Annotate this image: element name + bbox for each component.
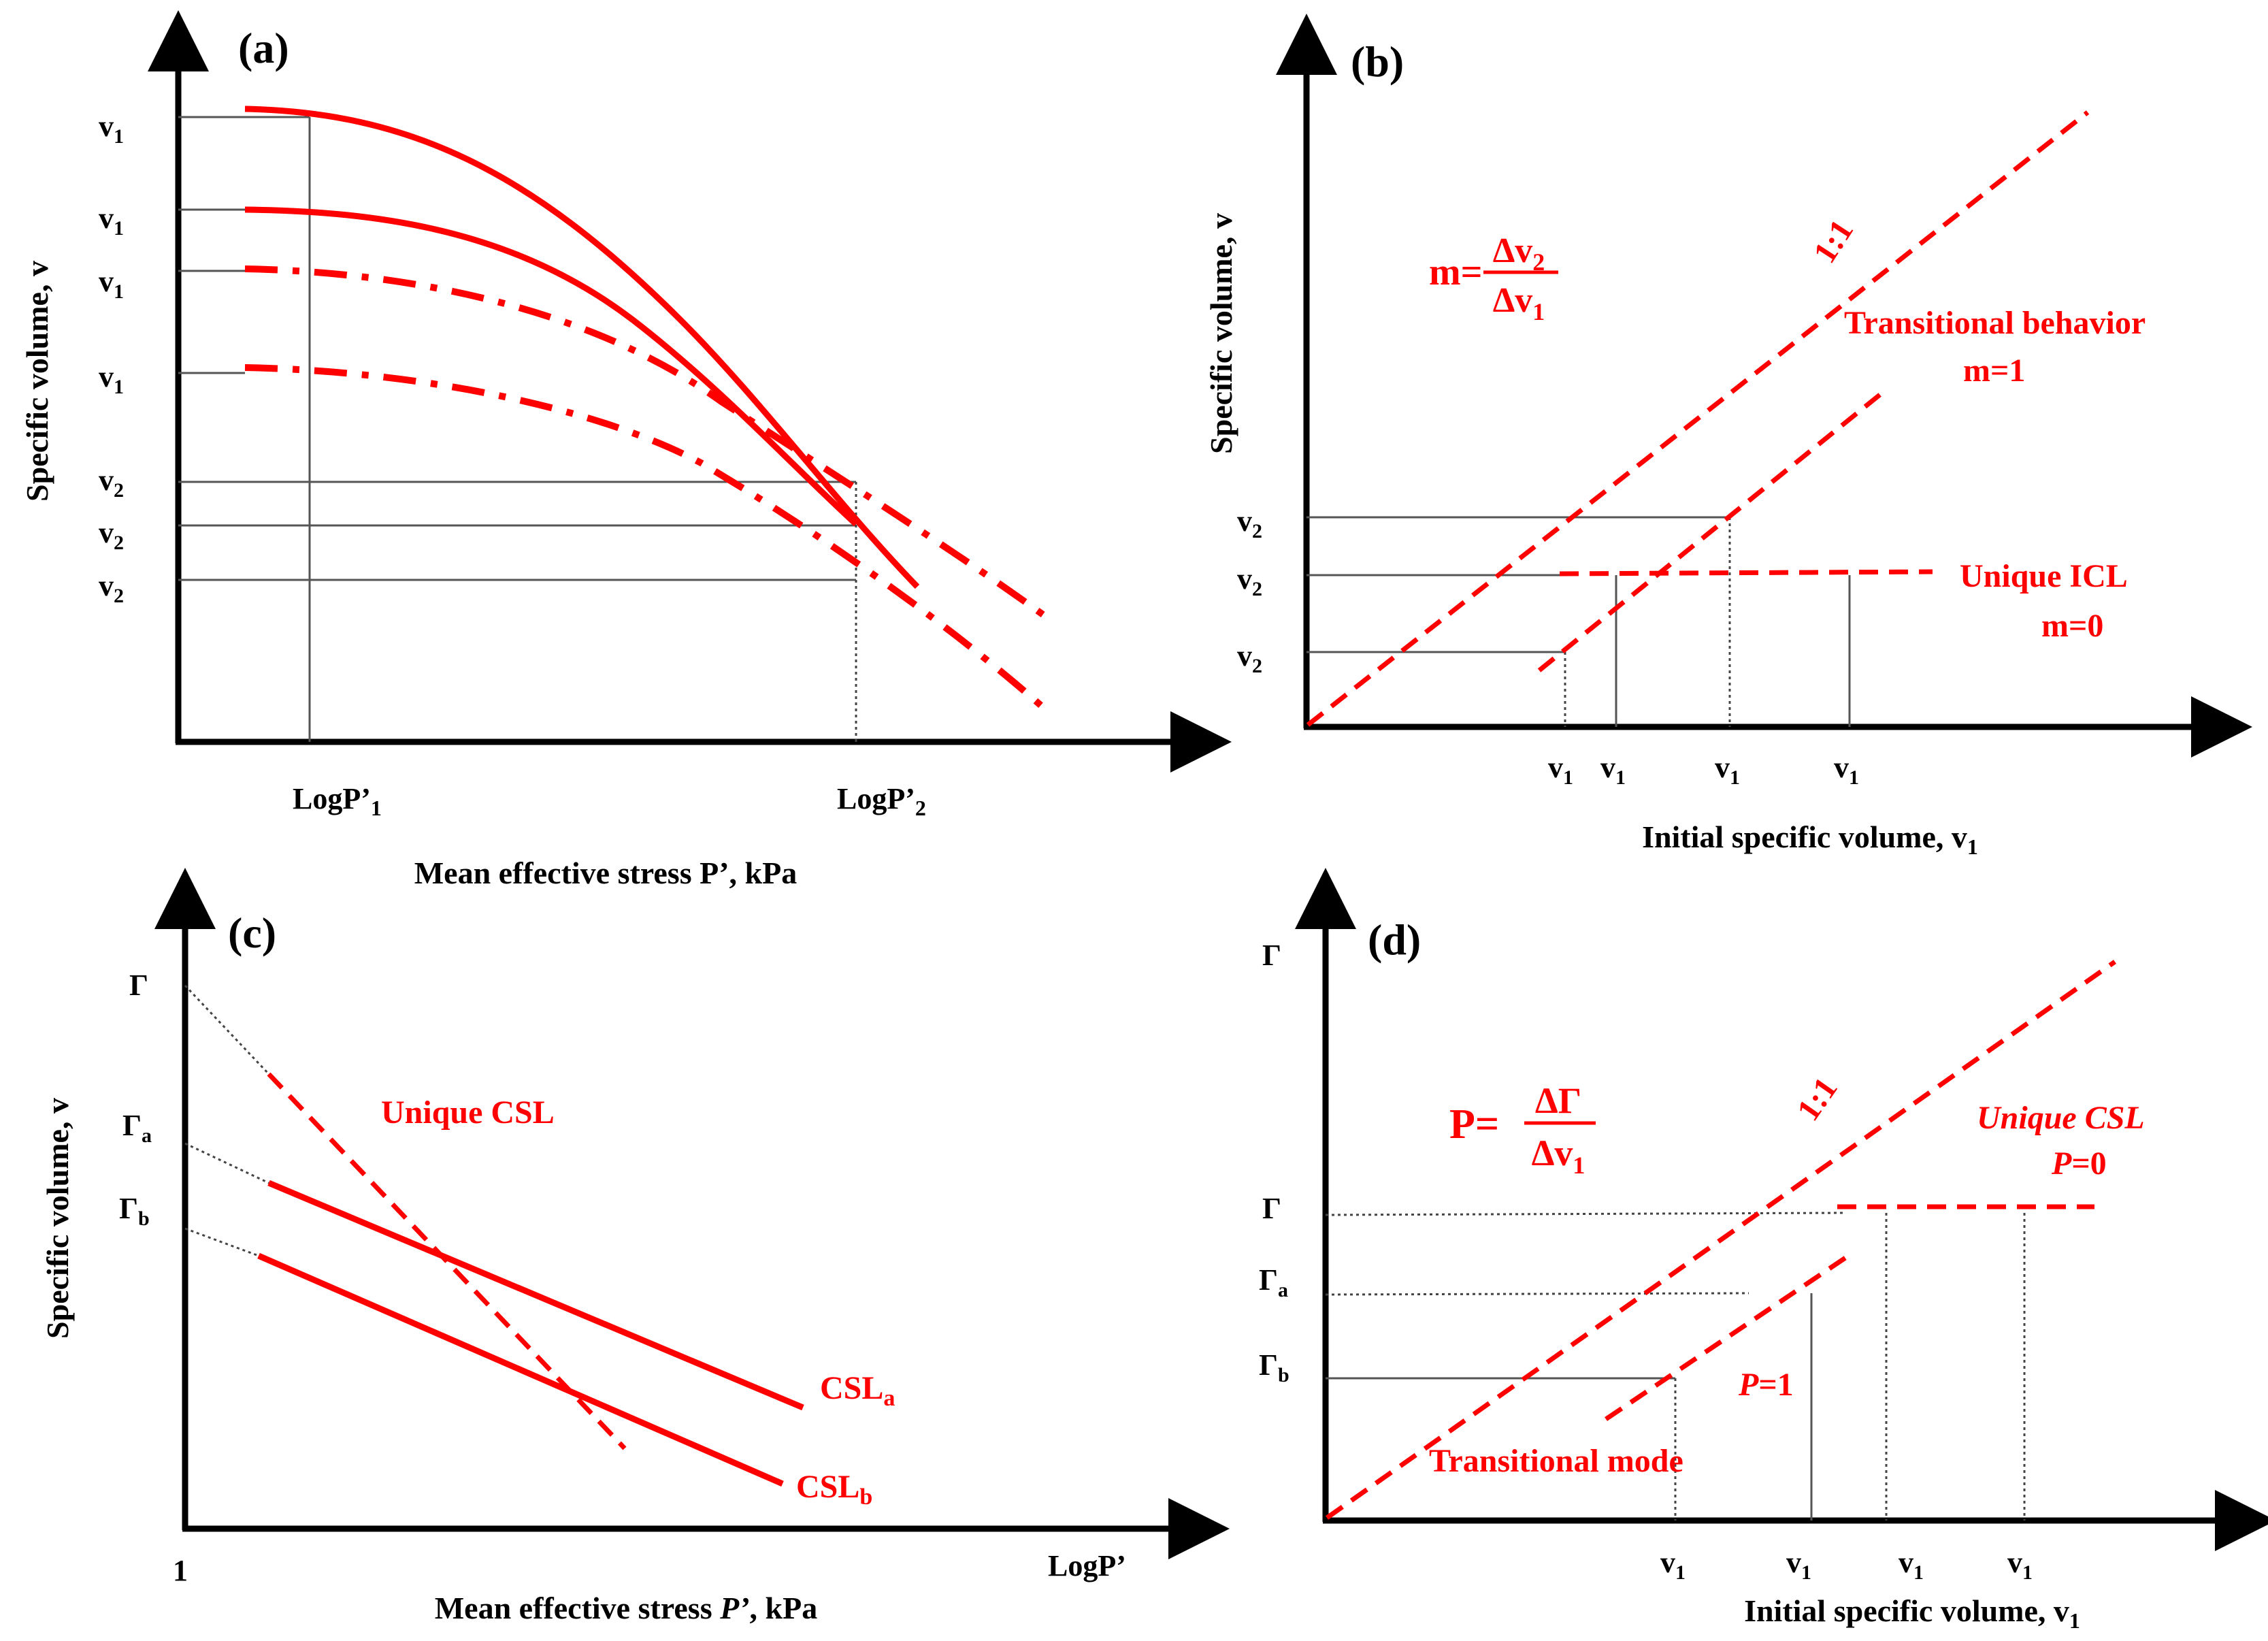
panel-b-y-label: Specific volume, v — [1204, 213, 1238, 454]
guide-line — [1325, 1292, 1749, 1296]
guide-line — [1325, 1212, 1843, 1216]
panel-b-ratio-label: 1:1 — [1807, 213, 1860, 270]
panel-c-gamma-b-label: Γb — [119, 1192, 150, 1230]
panel-d-transitional-label: Transitional mode — [1429, 1443, 1683, 1479]
panel-a-v2-label: v2 — [99, 516, 124, 554]
svg-text:Δv2: Δv2 — [1493, 231, 1545, 276]
panel-a-v1-label: v1 — [99, 360, 124, 398]
panel-a-v1-label: v1 — [99, 110, 124, 148]
svg-text:Δv1: Δv1 — [1493, 281, 1545, 325]
panel-d-unique-label: Unique CSL — [1977, 1100, 2145, 1136]
panel-b-v2-label: v2 — [1237, 504, 1262, 542]
one-to-one-line — [1325, 960, 2117, 1520]
panel-c: (c) Specific volume, v Mean effective st… — [40, 868, 1230, 1625]
panel-a-tag: (a) — [238, 24, 289, 72]
panel-d-v1-label: v1 — [1899, 1546, 1924, 1584]
panel-d-x-label: Initial specific volume, v1 — [1744, 1593, 2080, 1633]
panel-a-v1-label: v1 — [99, 201, 124, 240]
transitional-line — [1605, 1256, 1847, 1421]
panel-d-v1-label: v1 — [2007, 1546, 2033, 1584]
panel-a-x-label: Mean effective stress P’, kPa — [414, 856, 797, 890]
panel-c-unique-label: Unique CSL — [381, 1094, 555, 1131]
svg-text:Δv1: Δv1 — [1532, 1133, 1585, 1179]
panel-d-ratio-label: 1:1 — [1790, 1071, 1845, 1127]
panel-c-x-label: Mean effective stress P’, kPa — [435, 1591, 817, 1625]
guide-line — [184, 984, 270, 1075]
panel-a-v1-label: v1 — [99, 265, 124, 303]
panel-b-v1-label: v1 — [1834, 751, 1859, 789]
panel-b-unique-m: m=0 — [2041, 608, 2103, 644]
panel-c-csl-a-label: CSLa — [820, 1370, 895, 1411]
panel-a-x-tick-logp2: LogP’2 — [837, 782, 926, 820]
panel-d-p1-label: P=1 — [1738, 1367, 1794, 1403]
panel-a-v2-label: v2 — [99, 464, 124, 502]
svg-text:m=: m= — [1429, 251, 1483, 293]
panel-a-y-label: Specific volume, v — [20, 261, 54, 502]
panel-a-v2-label: v2 — [99, 569, 124, 607]
panel-d-gamma-label: Γ — [1262, 1192, 1281, 1225]
svg-text:ΔΓ: ΔΓ — [1535, 1080, 1581, 1121]
panel-d-v1-label: v1 — [1660, 1546, 1686, 1584]
solid-curve-lower — [244, 206, 859, 527]
panel-d-tag: (d) — [1368, 915, 1421, 964]
panel-c-x-end-label: LogP’ — [1048, 1549, 1126, 1582]
panel-c-gamma-label: Γ — [129, 969, 148, 1002]
panel-b-v2-label: v2 — [1237, 562, 1262, 600]
panel-d-gamma-a-label: Γa — [1259, 1263, 1288, 1301]
panel-d-gamma-b-label: Γb — [1259, 1348, 1289, 1386]
panel-b-formula: m= Δv2 Δv1 — [1429, 231, 1558, 325]
guide-line — [184, 1227, 259, 1257]
panel-b-x-label: Initial specific volume, v1 — [1642, 819, 1978, 859]
solid-curve-upper — [244, 105, 920, 589]
panel-d-v1-label: v1 — [1786, 1546, 1811, 1584]
panel-b-v2-label: v2 — [1237, 639, 1262, 677]
guide-line — [184, 1142, 269, 1184]
panel-b-transitional-m: m=1 — [1963, 353, 2025, 389]
transitional-line — [1537, 391, 1884, 672]
panel-b-tag: (b) — [1351, 37, 1404, 86]
panel-d-formula: P= ΔΓ Δv1 — [1449, 1080, 1596, 1179]
csl-b-line — [257, 1252, 784, 1487]
panel-b-unique-label: Unique ICL — [1960, 558, 2128, 594]
panel-c-csl-b-label: CSLb — [796, 1469, 872, 1510]
unique-icl-line — [1559, 569, 1933, 576]
panel-b-transitional-label: Transitional behavior — [1844, 305, 2146, 341]
panel-a-x-tick-logp1: LogP’1 — [293, 782, 382, 820]
panel-b-v1-label: v1 — [1600, 751, 1626, 789]
one-to-one-line — [1306, 110, 2090, 727]
panel-a: (a) Specific volume, v Mean effective st… — [20, 10, 1232, 890]
dashdot-curve-upper — [244, 265, 1053, 624]
dashdot-curve-lower — [244, 364, 1054, 717]
svg-text:P=: P= — [1449, 1101, 1499, 1148]
panel-c-origin-label: 1 — [173, 1554, 188, 1587]
panel-b-v1-label: v1 — [1548, 751, 1573, 789]
panel-d: (d) Initial specific volume, v1 P= ΔΓ Δv… — [1259, 868, 2268, 1633]
panel-b: (b) Specific volume, v Initial specific … — [1204, 14, 2252, 859]
panel-c-y-label: Specific volume, v — [40, 1098, 75, 1339]
csl-a-line — [267, 1180, 804, 1411]
panel-b-v1-label: v1 — [1715, 751, 1740, 789]
panel-d-unique-p: P=0 — [2051, 1146, 2107, 1182]
panel-c-tag: (c) — [228, 909, 276, 957]
panel-d-gamma-top-label: Γ — [1262, 939, 1281, 972]
panel-c-gamma-a-label: Γa — [122, 1109, 152, 1147]
